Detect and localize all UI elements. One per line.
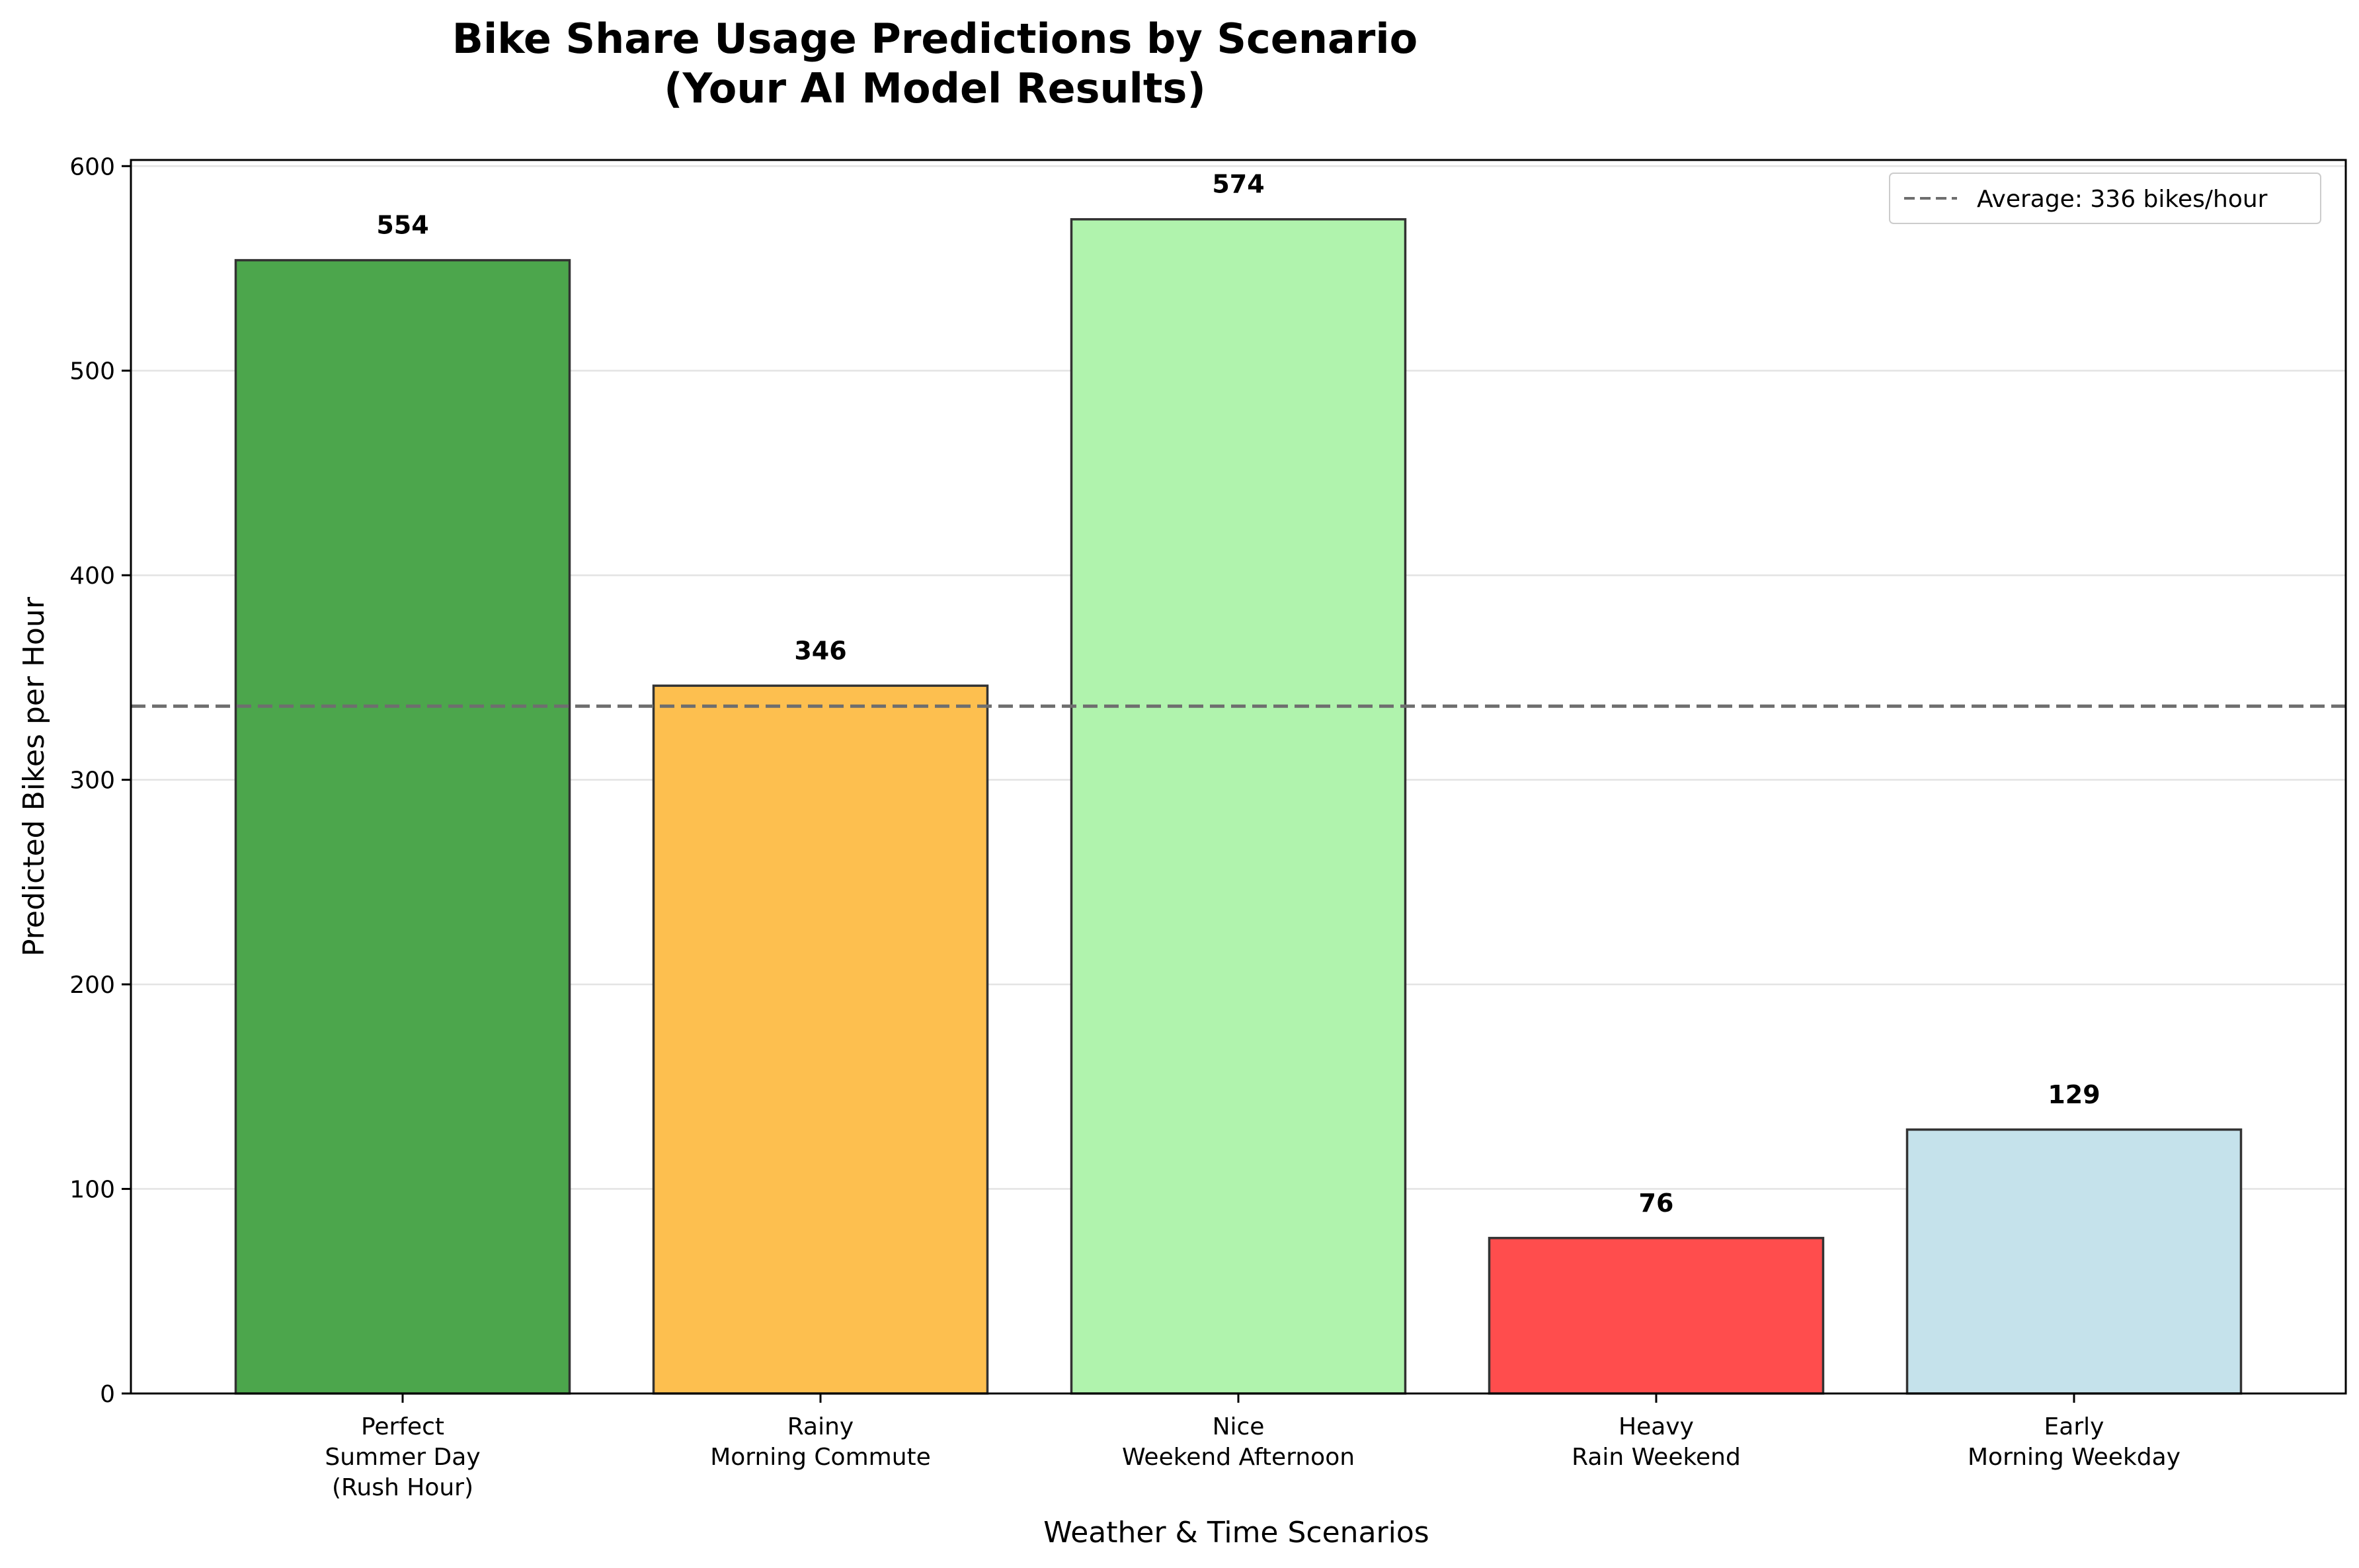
- bar: [1488, 1237, 1825, 1395]
- bar: [1070, 217, 1407, 1395]
- bar-value-label: 129: [2048, 1080, 2100, 1109]
- bar: [234, 258, 571, 1395]
- chart-title-line-1: Bike Share Usage Predictions by Scenario: [452, 15, 1418, 63]
- x-axis-ticks: Perfect Summer Day (Rush Hour) Rainy Morning…: [325, 1393, 2180, 1501]
- x-tick-label: Rainy: [787, 1413, 854, 1440]
- x-tick-label: Morning Commute: [710, 1444, 931, 1471]
- bar-value-label: 554: [376, 211, 428, 240]
- legend: Average: 336 bikes/hour: [1889, 173, 2321, 224]
- bar: [652, 684, 989, 1395]
- y-tick-label: 400: [69, 563, 115, 590]
- bar-value-labels: 554 346 574 76 129: [376, 170, 2100, 1218]
- x-axis-label: Weather & Time Scenarios: [1043, 1516, 1429, 1549]
- x-tick-label: Nice: [1213, 1413, 1265, 1440]
- bar-value-label: 76: [1639, 1189, 1674, 1218]
- y-tick-label: 500: [69, 358, 115, 385]
- bar-value-label: 346: [794, 636, 846, 665]
- y-tick-label: 600: [69, 153, 115, 180]
- legend-entry-average: Average: 336 bikes/hour: [1977, 186, 2268, 213]
- x-tick-label: Rain Weekend: [1572, 1444, 1741, 1471]
- bar: [1905, 1128, 2243, 1395]
- x-tick-label: Morning Weekday: [1968, 1444, 2180, 1471]
- y-tick-label: 300: [69, 767, 115, 795]
- x-tick-label: Early: [2044, 1413, 2104, 1440]
- x-tick-label: Heavy: [1619, 1413, 1694, 1440]
- x-tick-label: Perfect: [361, 1413, 444, 1440]
- chart-title-line-2: (Your AI Model Results): [664, 64, 1206, 112]
- y-tick-label: 200: [69, 972, 115, 999]
- x-tick-label: (Rush Hour): [332, 1474, 473, 1501]
- bars: [234, 217, 2243, 1395]
- x-tick-label: Weekend Afternoon: [1122, 1444, 1355, 1471]
- y-tick-label: 0: [100, 1381, 115, 1408]
- y-axis-ticks: 0 100 200 300 400 500 600: [69, 153, 131, 1408]
- y-tick-label: 100: [69, 1177, 115, 1204]
- x-tick-label: Summer Day: [325, 1444, 480, 1471]
- legend-box: [1889, 173, 2321, 224]
- bar-value-label: 574: [1212, 170, 1264, 199]
- y-axis-label: Predicted Bikes per Hour: [17, 596, 51, 957]
